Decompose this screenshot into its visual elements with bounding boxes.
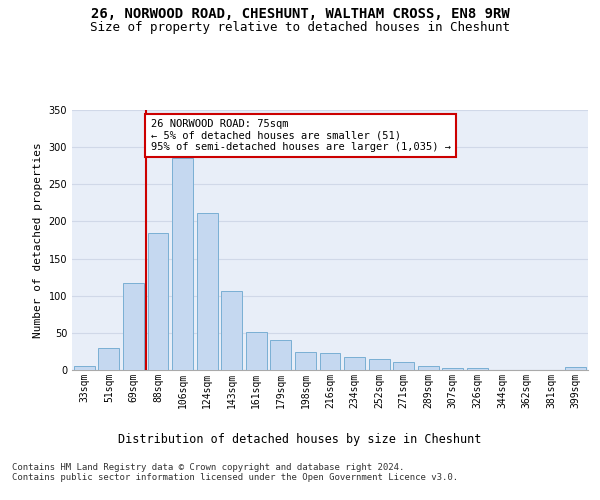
Bar: [320, 353, 340, 370]
Bar: [344, 356, 365, 370]
Bar: [295, 352, 316, 370]
Text: 26 NORWOOD ROAD: 75sqm
← 5% of detached houses are smaller (51)
95% of semi-deta: 26 NORWOOD ROAD: 75sqm ← 5% of detached …: [151, 119, 451, 152]
Bar: [393, 362, 414, 370]
Bar: [148, 234, 169, 370]
Bar: [98, 348, 119, 370]
Bar: [197, 212, 218, 370]
Text: Contains HM Land Registry data © Crown copyright and database right 2024.
Contai: Contains HM Land Registry data © Crown c…: [12, 462, 458, 482]
Text: 26, NORWOOD ROAD, CHESHUNT, WALTHAM CROSS, EN8 9RW: 26, NORWOOD ROAD, CHESHUNT, WALTHAM CROS…: [91, 8, 509, 22]
Bar: [74, 366, 95, 370]
Bar: [418, 366, 439, 370]
Bar: [565, 367, 586, 370]
Bar: [172, 158, 193, 370]
Text: Distribution of detached houses by size in Cheshunt: Distribution of detached houses by size …: [118, 432, 482, 446]
Text: Size of property relative to detached houses in Cheshunt: Size of property relative to detached ho…: [90, 22, 510, 35]
Bar: [246, 332, 267, 370]
Bar: [368, 359, 389, 370]
Bar: [467, 368, 488, 370]
Bar: [221, 292, 242, 370]
Bar: [123, 283, 144, 370]
Bar: [271, 340, 292, 370]
Bar: [442, 368, 463, 370]
Y-axis label: Number of detached properties: Number of detached properties: [33, 142, 43, 338]
